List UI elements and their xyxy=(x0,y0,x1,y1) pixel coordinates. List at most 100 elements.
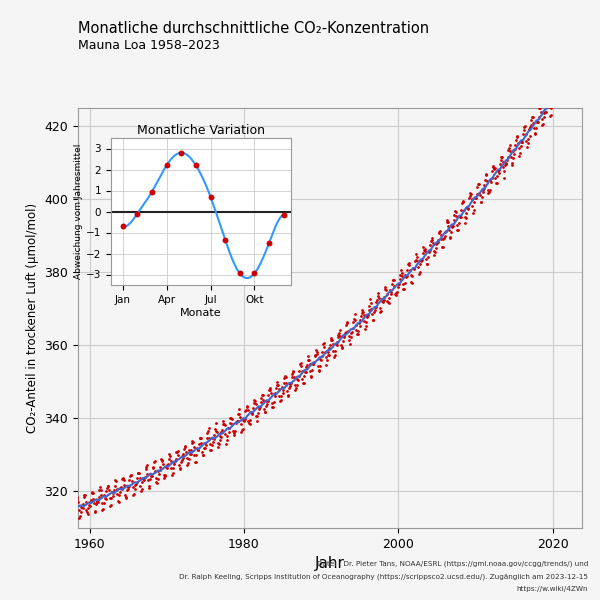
Point xyxy=(331,346,340,356)
Point xyxy=(343,326,353,336)
Point xyxy=(186,449,196,459)
Point xyxy=(228,427,238,436)
Point xyxy=(577,59,587,68)
Point xyxy=(83,509,92,519)
Point xyxy=(103,481,112,490)
Point xyxy=(538,120,547,130)
Point xyxy=(458,197,467,207)
Point xyxy=(388,275,398,285)
Point xyxy=(240,415,250,424)
Point xyxy=(335,332,345,341)
Point xyxy=(185,449,195,459)
Point xyxy=(107,487,117,497)
Point xyxy=(112,484,121,493)
Point xyxy=(236,419,245,428)
Point xyxy=(178,454,188,463)
Point xyxy=(425,245,434,254)
Point xyxy=(518,129,528,139)
Point xyxy=(206,445,216,454)
Point xyxy=(549,89,559,99)
Point xyxy=(505,146,515,156)
Point xyxy=(143,476,153,485)
Point xyxy=(86,495,95,505)
Point xyxy=(214,442,223,451)
Point xyxy=(518,137,527,146)
Point xyxy=(87,488,97,497)
Point xyxy=(431,239,441,248)
Point xyxy=(232,416,242,426)
Point xyxy=(122,485,131,494)
Point xyxy=(137,485,146,494)
Point xyxy=(182,454,191,463)
Point xyxy=(392,287,402,297)
Point xyxy=(232,418,241,427)
Point xyxy=(272,380,281,390)
Point xyxy=(561,86,571,96)
Point xyxy=(568,78,578,88)
Point xyxy=(142,462,151,472)
Point xyxy=(235,409,244,419)
Point xyxy=(499,162,508,172)
Point xyxy=(531,123,541,133)
Point xyxy=(483,185,493,195)
Point xyxy=(118,475,127,484)
Point xyxy=(307,365,317,374)
Point xyxy=(251,411,261,421)
Point xyxy=(347,327,357,337)
Point xyxy=(514,151,524,161)
Point xyxy=(195,434,205,443)
Point xyxy=(336,340,346,350)
Point xyxy=(345,339,355,349)
Point xyxy=(244,418,254,428)
Point xyxy=(343,318,352,328)
Point xyxy=(416,256,425,266)
Point xyxy=(326,334,335,343)
Point xyxy=(112,490,122,499)
Point xyxy=(571,65,581,74)
Point xyxy=(223,431,232,440)
Point xyxy=(121,493,130,503)
Point xyxy=(461,213,470,223)
Point xyxy=(496,152,506,162)
Point xyxy=(293,374,302,384)
Point xyxy=(493,166,503,176)
Point xyxy=(259,395,268,405)
Point xyxy=(572,57,582,67)
Point xyxy=(456,212,466,221)
Point xyxy=(128,482,137,492)
Point xyxy=(492,178,502,187)
Point xyxy=(116,487,125,497)
Point xyxy=(251,400,260,409)
Point xyxy=(180,441,190,451)
Point xyxy=(165,451,175,461)
Point xyxy=(526,120,536,130)
Point xyxy=(314,365,324,375)
Point xyxy=(179,449,188,459)
Point xyxy=(141,464,151,474)
Point xyxy=(533,117,542,127)
Point xyxy=(567,65,577,74)
Point xyxy=(460,218,470,228)
Point xyxy=(204,423,214,433)
Point xyxy=(278,388,287,398)
Point xyxy=(176,148,186,157)
Point xyxy=(188,437,198,446)
Point xyxy=(452,220,461,230)
Point xyxy=(400,278,410,288)
Point xyxy=(142,460,152,470)
Point xyxy=(226,413,235,422)
Point xyxy=(349,317,358,327)
Point xyxy=(154,470,164,479)
Point xyxy=(546,110,556,119)
Point xyxy=(209,434,218,443)
Y-axis label: Abweichung vom Jahresmittel: Abweichung vom Jahresmittel xyxy=(74,144,83,279)
Point xyxy=(271,383,281,393)
Point xyxy=(88,487,97,497)
Point xyxy=(434,229,443,238)
Point xyxy=(135,473,145,483)
Point xyxy=(528,113,538,122)
Point xyxy=(181,448,191,457)
Point xyxy=(470,192,479,202)
Point xyxy=(206,192,215,202)
Point xyxy=(409,265,419,274)
